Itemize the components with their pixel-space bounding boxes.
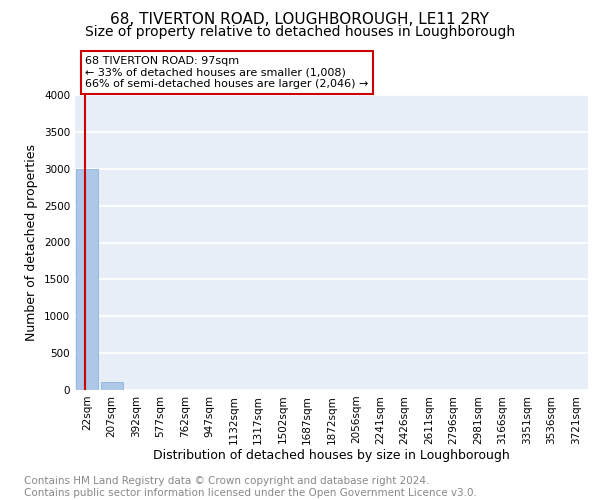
Text: 68 TIVERTON ROAD: 97sqm
← 33% of detached houses are smaller (1,008)
66% of semi: 68 TIVERTON ROAD: 97sqm ← 33% of detache…: [85, 56, 368, 89]
Y-axis label: Number of detached properties: Number of detached properties: [25, 144, 38, 341]
Text: Size of property relative to detached houses in Loughborough: Size of property relative to detached ho…: [85, 25, 515, 39]
Text: 68, TIVERTON ROAD, LOUGHBOROUGH, LE11 2RY: 68, TIVERTON ROAD, LOUGHBOROUGH, LE11 2R…: [110, 12, 490, 28]
Text: Contains HM Land Registry data © Crown copyright and database right 2024.
Contai: Contains HM Land Registry data © Crown c…: [24, 476, 477, 498]
Bar: [76, 169, 98, 390]
Bar: [101, 382, 122, 390]
X-axis label: Distribution of detached houses by size in Loughborough: Distribution of detached houses by size …: [153, 449, 510, 462]
